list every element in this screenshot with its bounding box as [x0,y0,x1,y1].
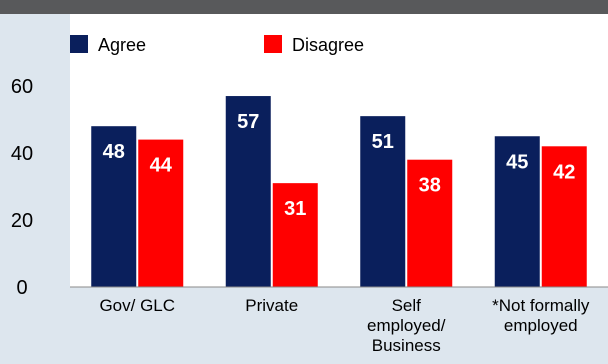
data-label-agree-3: 45 [506,151,528,173]
bar-disagree-1 [272,183,318,287]
y-tick-label-3: 60 [11,76,33,98]
bar-disagree-2 [407,159,453,287]
category-label-3-0: *Not formally [492,296,590,315]
bar-disagree-3 [541,146,587,287]
data-label-agree-2: 51 [372,131,394,153]
header-bar [0,0,608,14]
y-tick-label-2: 40 [11,143,33,165]
bar-agree-3 [494,136,540,287]
category-label-2-2: Business [372,336,441,355]
data-label-disagree-0: 44 [150,155,173,177]
category-label-1-0: Private [245,296,298,315]
data-label-agree-1: 57 [237,111,259,133]
bar-disagree-0 [138,139,184,287]
data-label-disagree-1: 31 [284,198,306,220]
category-label-0-0: Gov/ GLC [99,296,175,315]
legend-swatch-agree [70,35,88,53]
category-label-2-0: Self [392,296,422,315]
data-label-disagree-2: 38 [419,175,441,197]
bar-agree-0 [91,126,137,287]
legend-swatch-disagree [264,35,282,53]
legend-label-agree: Agree [98,35,146,55]
legend-label-disagree: Disagree [292,35,364,55]
category-label-2-1: employed/ [367,316,446,335]
y-tick-label-0: 0 [16,277,27,299]
data-label-agree-0: 48 [103,141,125,163]
bar-agree-2 [360,116,406,288]
category-label-3-1: employed [504,316,578,335]
data-label-disagree-3: 42 [553,161,575,183]
bar-agree-1 [225,96,271,287]
y-tick-label-1: 20 [11,210,33,232]
